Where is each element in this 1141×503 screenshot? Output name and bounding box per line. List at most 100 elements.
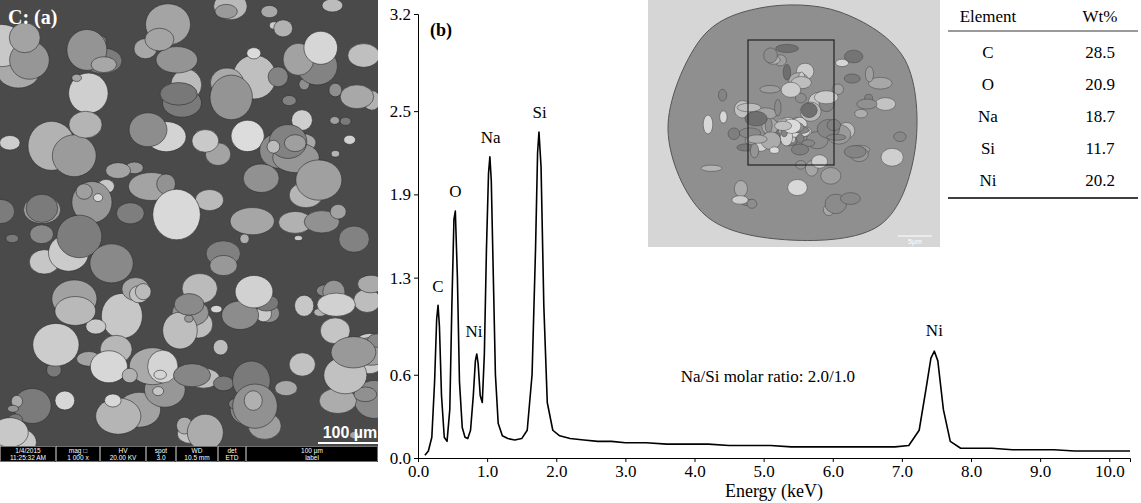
info-cell (1, 447, 56, 462)
grain (865, 66, 873, 82)
scale-bar-label: 100 µm (323, 424, 378, 441)
inset-background (648, 0, 940, 247)
info-value: 11:25:32 AM (10, 454, 46, 461)
particle (330, 204, 346, 219)
grain (775, 99, 782, 116)
particle (330, 117, 340, 125)
particle (52, 135, 96, 177)
grain (894, 132, 906, 142)
particle (340, 85, 374, 109)
x-tick: 0.0 (408, 458, 429, 481)
particle (304, 31, 338, 64)
grain (801, 103, 817, 118)
x-tick-label: 10.0 (1095, 462, 1125, 481)
y-tick-mark (414, 375, 418, 376)
y-tick-label: 1.3 (390, 269, 411, 288)
info-value: 1 000 x (67, 454, 89, 461)
particle (243, 164, 279, 192)
y-tick: 1.3 (390, 269, 418, 288)
x-axis-title: Energy (keV) (725, 481, 823, 502)
column-head: Wt% (1083, 7, 1118, 26)
particle (214, 0, 248, 20)
note: Na/Si molar ratio: 2.0/1.0 (681, 367, 855, 386)
particle (185, 315, 193, 322)
info-value: 20.00 KV (110, 454, 137, 461)
particle (275, 381, 297, 396)
particle (55, 391, 75, 410)
particle (210, 255, 237, 275)
particle (358, 275, 378, 293)
element-table: ElementWt%C28.5O20.9Na18.7Si11.7Ni20.2 (948, 7, 1138, 198)
particle (192, 130, 219, 153)
info-head: HV (118, 447, 128, 454)
grain (747, 199, 757, 208)
y-tick-mark (414, 278, 418, 279)
particle (322, 0, 343, 12)
grain (791, 144, 808, 155)
x-tick: 10.0 (1095, 458, 1125, 481)
particle (72, 74, 82, 81)
figure: C: (a)100 µm1/4/201511:25:32 AMmag □1 00… (0, 0, 1141, 503)
table-cell: Ni (980, 171, 997, 190)
table-cell: 20.2 (1085, 171, 1115, 190)
particle (296, 160, 342, 200)
particle (339, 226, 370, 252)
particle (284, 135, 306, 152)
table-cell: 18.7 (1085, 107, 1115, 126)
y-tick-label: 3.2 (390, 5, 411, 24)
grain (732, 196, 748, 205)
y-tick-mark (414, 14, 418, 15)
grain (737, 103, 761, 112)
particle (282, 95, 296, 105)
particle (153, 189, 201, 240)
particle (174, 294, 204, 316)
particle (69, 111, 102, 138)
particle (163, 312, 198, 349)
y-axis-line (414, 15, 419, 459)
y-tick-label: 0.0 (390, 449, 411, 468)
particle (69, 73, 109, 113)
chart-b: 0.01.02.03.04.05.06.07.08.09.010.00.00.6… (390, 5, 1131, 502)
particle (0, 135, 20, 150)
grain (734, 181, 747, 197)
table-cell: 11.7 (1085, 139, 1115, 158)
particle (211, 305, 222, 312)
y-axis: 0.00.61.31.92.53.2 (390, 5, 419, 468)
x-tick: 8.0 (961, 458, 982, 481)
info-value: label (305, 454, 319, 461)
info-cell (247, 447, 378, 462)
y-tick-label: 2.5 (390, 102, 411, 121)
particle (90, 351, 127, 383)
sem-background (0, 0, 378, 462)
particle (213, 339, 228, 355)
particle (340, 117, 351, 125)
y-tick-label: 0.6 (390, 366, 411, 385)
grain (703, 115, 713, 134)
particle (348, 44, 378, 68)
particle (317, 293, 355, 316)
peak-label: Ni (465, 322, 482, 341)
particle (247, 48, 261, 59)
inset-texture (701, 44, 906, 215)
scale-bar (318, 442, 378, 444)
particle (129, 113, 167, 147)
info-value: 10.5 mm (184, 454, 209, 461)
grain (881, 148, 903, 166)
particle (233, 384, 278, 428)
particle (261, 5, 278, 17)
x-tick-label: 1.0 (477, 462, 498, 481)
particle (230, 208, 274, 235)
eds-area-box (748, 40, 834, 165)
particle (116, 203, 144, 224)
particle (294, 236, 302, 241)
grain (857, 99, 877, 109)
particle (106, 163, 131, 179)
info-bar (0, 446, 378, 462)
y-tick: 2.5 (390, 102, 418, 121)
table-cell: C (982, 43, 993, 62)
x-tick-label: 8.0 (961, 462, 982, 481)
inset-scale-bar (898, 236, 932, 237)
grain (855, 109, 868, 117)
particle (105, 394, 122, 407)
particle (240, 234, 249, 244)
